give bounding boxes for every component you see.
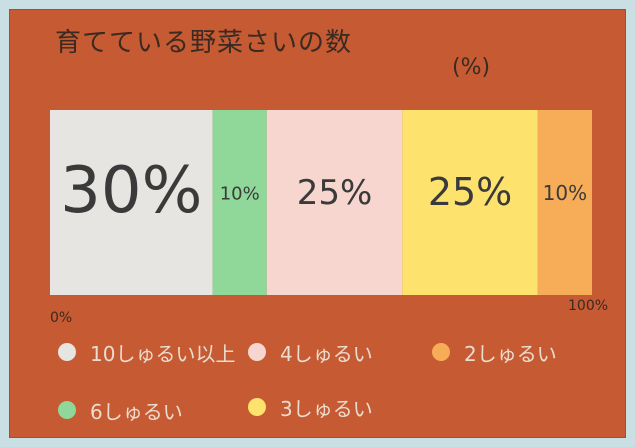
bar-segment: [50, 110, 213, 295]
legend-label: 6しゅるい: [90, 399, 183, 424]
bar-data-label: 25%: [297, 173, 373, 213]
legend-item-3: 3しゅるい: [248, 393, 373, 421]
bar-label-group: 30% 10% 25% 25% 10%: [60, 154, 587, 228]
bar-segment: [266, 110, 403, 295]
bar-data-label: 10%: [220, 184, 260, 205]
legend-item-6: 6しゅるい: [58, 396, 183, 424]
legend-swatch: [248, 343, 266, 361]
legend-label: 2しゅるい: [464, 341, 557, 366]
legend-swatch: [248, 398, 266, 416]
bar-data-label: 25%: [428, 170, 512, 214]
bar-segment: [212, 110, 267, 295]
legend-label: 3しゅるい: [280, 396, 373, 421]
chart-title: 育てている野菜さいの数: [55, 28, 353, 58]
bar-data-label: 30%: [60, 154, 202, 228]
x-axis-end-label: 100%: [568, 298, 608, 314]
legend-swatch: [58, 343, 76, 361]
x-axis-start-label: 0%: [50, 310, 72, 326]
legend-label: 10しゅるい以上: [90, 341, 236, 366]
bar-segment: [537, 110, 592, 295]
bar-group: [50, 110, 592, 295]
unit-label: (%): [452, 55, 491, 80]
legend-item-4: 4しゅるい: [248, 338, 373, 366]
bar-data-label: 10%: [543, 181, 587, 205]
legend-swatch: [58, 401, 76, 419]
legend-label: 4しゅるい: [280, 341, 373, 366]
legend-swatch: [432, 343, 450, 361]
legend-item-10plus: 10しゅるい以上: [58, 338, 235, 366]
legend-item-2: 2しゅるい: [432, 338, 557, 366]
bar-segment: [402, 110, 538, 295]
